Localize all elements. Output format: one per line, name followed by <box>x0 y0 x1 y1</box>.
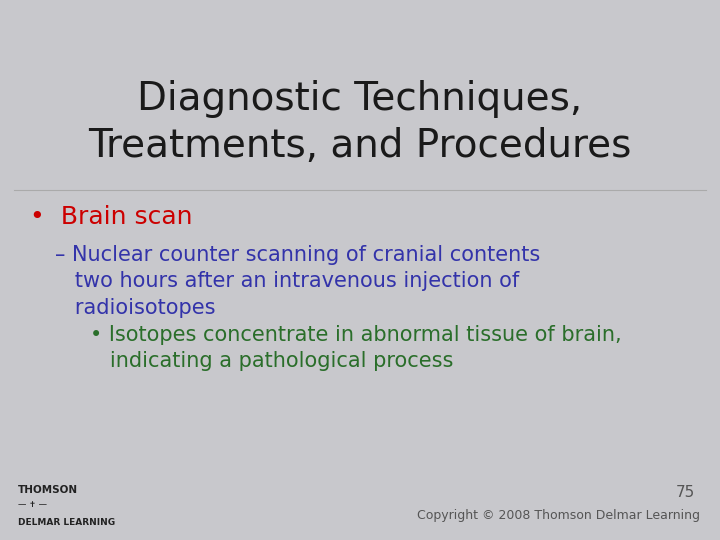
Text: 75: 75 <box>676 485 695 500</box>
Text: DELMAR LEARNING: DELMAR LEARNING <box>18 518 115 527</box>
Text: THOMSON: THOMSON <box>18 485 78 495</box>
Text: •  Brain scan: • Brain scan <box>30 205 192 229</box>
Text: • Isotopes concentrate in abnormal tissue of brain,
   indicating a pathological: • Isotopes concentrate in abnormal tissu… <box>90 325 621 372</box>
Text: Diagnostic Techniques,
Treatments, and Procedures: Diagnostic Techniques, Treatments, and P… <box>89 80 631 165</box>
Text: — ✝ —: — ✝ — <box>18 500 47 509</box>
Text: Copyright © 2008 Thomson Delmar Learning: Copyright © 2008 Thomson Delmar Learning <box>417 509 700 522</box>
Text: – Nuclear counter scanning of cranial contents
   two hours after an intravenous: – Nuclear counter scanning of cranial co… <box>55 245 540 318</box>
